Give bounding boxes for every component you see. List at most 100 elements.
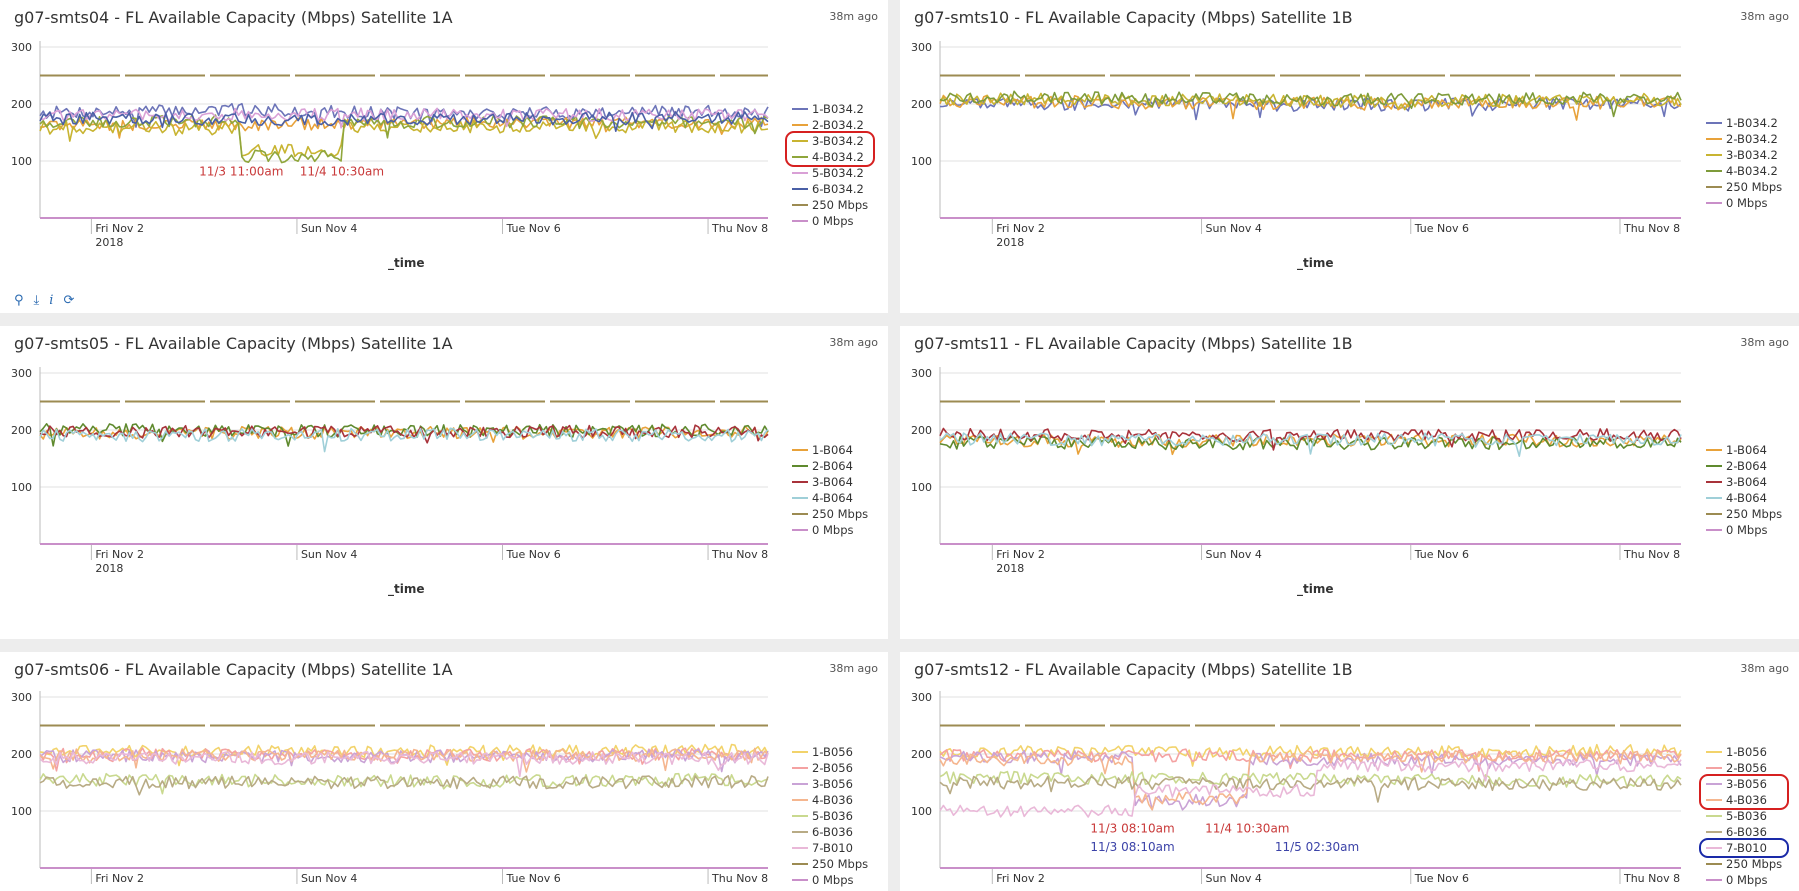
- legend-label: 5-B036: [1726, 809, 1767, 823]
- x-tick-label: Tue Nov 6: [505, 872, 560, 885]
- y-tick-label: 100: [11, 805, 32, 818]
- annotation-label: 11/5 02:30am: [1275, 840, 1359, 854]
- annotation-label: 11/3 08:10am: [1090, 840, 1174, 854]
- panel-toolbar: ⚲ ⤓ i ⟳: [14, 293, 84, 308]
- x-tick-label: Thu Nov 8: [711, 548, 768, 561]
- panel-smts04: g07-smts04 - FL Available Capacity (Mbps…: [0, 0, 888, 313]
- chart-smts06: 100 200 300 Fri Nov 2 Sun Nov 4 Tue Nov 6 Thu …: [11, 691, 868, 887]
- panel-title: g07-smts05 - FL Available Capacity (Mbps…: [14, 334, 453, 353]
- legend-label: 0 Mbps: [1726, 873, 1768, 887]
- x-tick-label: Tue Nov 6: [1414, 548, 1469, 561]
- x-tick-label: Thu Nov 8: [711, 872, 768, 885]
- series-line: [39, 427, 769, 453]
- series-line: [939, 748, 1682, 772]
- x-tick-label: Sun Nov 4: [301, 872, 357, 885]
- x-tick-label: Thu Nov 8: [1623, 548, 1680, 561]
- legend-label: 2-B064: [1726, 459, 1767, 473]
- panel-refresh-time: 38m ago: [829, 336, 878, 349]
- info-icon[interactable]: i: [49, 293, 54, 308]
- legend-label: 4-B034.2: [1726, 164, 1778, 178]
- y-tick-label: 300: [911, 367, 932, 380]
- x-tick-label: Sun Nov 4: [301, 222, 357, 235]
- legend-label: 3-B056: [812, 777, 853, 791]
- annotation-label: 11/3 11:00am: [199, 164, 283, 178]
- y-tick-label: 300: [11, 41, 32, 54]
- series-line: [939, 749, 1682, 811]
- panel-smts10: g07-smts10 - FL Available Capacity (Mbps…: [900, 0, 1799, 313]
- panel-smts11: g07-smts11 - FL Available Capacity (Mbps…: [900, 326, 1799, 639]
- x-tick-label: Tue Nov 6: [1414, 872, 1469, 885]
- download-icon[interactable]: ⤓: [33, 293, 40, 308]
- panel-refresh-time: 38m ago: [1740, 662, 1789, 675]
- x-tick-sublabel: 2018: [996, 236, 1024, 249]
- series-line: [939, 432, 1682, 457]
- legend-label: 250 Mbps: [1726, 180, 1782, 194]
- y-tick-label: 100: [11, 155, 32, 168]
- series-line: [39, 772, 769, 795]
- chart-smts12: 100 200 300 Fri Nov 2 Sun Nov 4 Tue Nov 6 Thu …: [911, 691, 1789, 887]
- legend-label: 4-B064: [812, 491, 853, 505]
- x-tick-label: Fri Nov 2: [996, 548, 1045, 561]
- legend-label: 6-B036: [1726, 825, 1767, 839]
- legend-label: 2-B064: [812, 459, 853, 473]
- panel-title: g07-smts06 - FL Available Capacity (Mbps…: [14, 660, 453, 679]
- x-tick-sublabel: 2018: [95, 562, 123, 575]
- legend-label: 3-B034.2: [1726, 148, 1778, 162]
- x-tick-label: Thu Nov 8: [711, 222, 768, 235]
- annotation-label: 11/4 10:30am: [1205, 822, 1289, 836]
- series-line: [39, 751, 769, 778]
- y-tick-label: 200: [911, 748, 932, 761]
- x-tick-label: Sun Nov 4: [1206, 222, 1262, 235]
- series-line: [939, 92, 1682, 111]
- series-line: [939, 749, 1682, 811]
- legend-label: 250 Mbps: [1726, 507, 1782, 521]
- legend-label: 1-B064: [1726, 443, 1767, 457]
- legend-label: 5-B034.2: [812, 166, 864, 180]
- y-tick-label: 300: [911, 41, 932, 54]
- panel-refresh-time: 38m ago: [1740, 10, 1789, 23]
- refresh-icon[interactable]: ⟳: [63, 293, 75, 308]
- x-tick-label: Fri Nov 2: [95, 872, 144, 885]
- y-tick-label: 300: [911, 691, 932, 704]
- legend-label: 250 Mbps: [812, 198, 868, 212]
- series-line: [939, 90, 1682, 118]
- panel-title: g07-smts12 - FL Available Capacity (Mbps…: [914, 660, 1353, 679]
- x-tick-label: Thu Nov 8: [1623, 222, 1680, 235]
- x-tick-sublabel: 2018: [996, 562, 1024, 575]
- legend-highlight-box: [1699, 774, 1789, 810]
- panel-smts12: g07-smts12 - FL Available Capacity (Mbps…: [900, 652, 1799, 891]
- legend-label: 0 Mbps: [812, 214, 854, 228]
- legend-label: 2-B056: [812, 761, 853, 775]
- x-axis-label: _time: [1297, 256, 1334, 270]
- legend-label: 0 Mbps: [1726, 196, 1768, 210]
- legend-highlight-box: [1699, 838, 1789, 858]
- x-tick-label: Fri Nov 2: [996, 872, 1045, 885]
- legend-label: 2-B034.2: [812, 118, 864, 132]
- y-tick-label: 200: [911, 98, 932, 111]
- search-icon[interactable]: ⚲: [14, 293, 24, 308]
- series-line: [939, 758, 1682, 818]
- legend-label: 250 Mbps: [1726, 857, 1782, 871]
- y-tick-label: 200: [911, 424, 932, 437]
- y-tick-label: 200: [11, 748, 32, 761]
- series-line: [39, 107, 769, 129]
- y-tick-label: 100: [911, 805, 932, 818]
- x-tick-label: Thu Nov 8: [1623, 872, 1680, 885]
- annotation-label: 11/4 10:30am: [300, 164, 384, 178]
- legend-label: 4-B034.2: [812, 150, 864, 164]
- y-tick-label: 200: [11, 98, 32, 111]
- x-axis-label: _time: [1297, 582, 1334, 596]
- series-line: [939, 427, 1682, 451]
- x-tick-label: Tue Nov 6: [1414, 222, 1469, 235]
- series-line: [39, 775, 769, 796]
- panel-title: g07-smts10 - FL Available Capacity (Mbps…: [914, 8, 1353, 27]
- legend-label: 3-B056: [1726, 777, 1767, 791]
- panel-refresh-time: 38m ago: [829, 662, 878, 675]
- y-tick-label: 100: [911, 155, 932, 168]
- series-line: [39, 747, 769, 773]
- x-tick-label: Tue Nov 6: [505, 222, 560, 235]
- series-line: [39, 111, 769, 132]
